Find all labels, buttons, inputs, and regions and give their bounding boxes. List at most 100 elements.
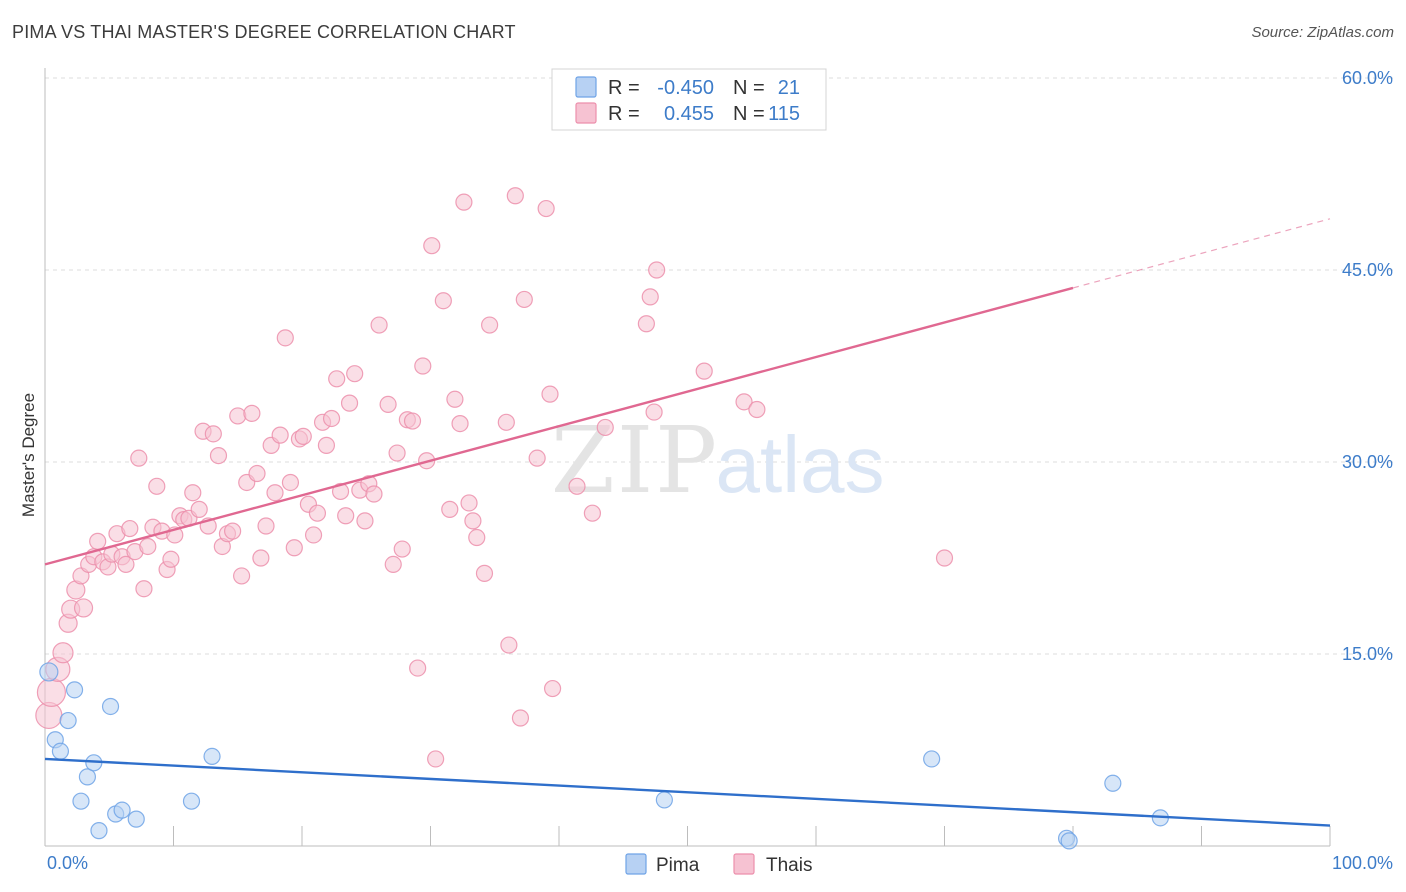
- point-thais-60: [317, 436, 336, 454]
- point-pima-15: [655, 791, 673, 809]
- data-points: [35, 187, 1169, 850]
- point-thais-101: [543, 679, 562, 698]
- legend-box: [551, 68, 827, 131]
- point-pima-5: [72, 792, 90, 810]
- point-thais-82: [427, 750, 445, 768]
- point-thais-64: [337, 507, 355, 525]
- point-thais-79: [414, 357, 432, 375]
- point-pima-18: [1060, 832, 1078, 850]
- y-tick-label-2: 45.0%: [1342, 260, 1393, 280]
- point-thais-27: [162, 550, 180, 568]
- point-thais-63: [331, 482, 350, 501]
- point-thais-112: [935, 549, 954, 567]
- point-thais-99: [537, 199, 555, 218]
- point-thais-62: [328, 370, 346, 388]
- point-thais-22: [139, 537, 157, 556]
- point-pima-8: [90, 822, 108, 840]
- point-pima-13: [182, 792, 201, 810]
- point-pima-19: [1104, 774, 1122, 792]
- series-legend-swatch-pima[interactable]: [625, 853, 647, 875]
- point-thais-55: [294, 427, 312, 445]
- legend-n-label-pima: N =: [733, 77, 765, 99]
- point-thais-41: [229, 407, 247, 425]
- point-pima-0: [39, 662, 59, 682]
- point-thais-42: [233, 567, 251, 585]
- point-thais-98: [528, 449, 546, 467]
- point-thais-95: [506, 187, 524, 205]
- point-pima-14: [203, 747, 221, 766]
- legend-n-value-pima: 21: [778, 77, 800, 99]
- point-pima-6: [78, 768, 97, 786]
- point-thais-65: [340, 394, 359, 412]
- y-tick-label-0: 15.0%: [1342, 644, 1393, 664]
- point-thais-71: [370, 316, 388, 334]
- point-thais-20: [130, 449, 148, 467]
- point-thais-47: [257, 517, 275, 535]
- watermark-zip: ZIP: [551, 407, 719, 514]
- point-thais-85: [446, 390, 464, 408]
- x-tick-label-0: 0.0%: [47, 853, 88, 873]
- legend-r-value-pima: -0.450: [657, 77, 714, 99]
- series-legend-label-pima[interactable]: Pima: [656, 855, 700, 876]
- point-thais-102: [568, 477, 586, 495]
- source-label: Source: ZipAtlas.com: [1251, 24, 1394, 41]
- point-thais-109: [695, 362, 713, 380]
- point-thais-90: [468, 528, 486, 547]
- chart-title: PIMA VS THAI MASTER'S DEGREE CORRELATION…: [12, 22, 516, 42]
- y-tick-labels: 15.0% 30.0% 45.0% 60.0%: [1342, 68, 1393, 664]
- point-thais-75: [393, 540, 411, 558]
- y-tick-label-3: 60.0%: [1342, 68, 1393, 88]
- point-thais-37: [209, 447, 228, 465]
- point-thais-61: [322, 409, 341, 428]
- point-thais-32: [184, 484, 202, 502]
- point-thais-108: [648, 261, 666, 279]
- series-legend-label-thais[interactable]: Thais: [766, 855, 812, 876]
- point-thais-8: [73, 598, 94, 618]
- point-thais-52: [281, 473, 300, 492]
- grid-lines: [45, 77, 1393, 655]
- point-thais-74: [388, 444, 406, 462]
- point-thais-21: [135, 580, 153, 598]
- watermark: ZIP atlas: [551, 407, 885, 514]
- point-thais-3: [52, 642, 74, 664]
- point-thais-106: [641, 288, 659, 306]
- series-legend: Pima Thais: [625, 853, 812, 876]
- point-thais-86: [451, 415, 469, 433]
- point-thais-66: [346, 365, 364, 383]
- point-thais-111: [748, 400, 766, 419]
- legend-r-value-thais: 0.455: [664, 103, 714, 125]
- point-thais-88: [460, 494, 478, 512]
- point-thais-77: [403, 412, 422, 430]
- point-thais-97: [515, 290, 533, 309]
- point-thais-83: [434, 292, 452, 310]
- point-thais-105: [637, 315, 655, 333]
- series-legend-swatch-thais[interactable]: [733, 853, 755, 875]
- point-thais-81: [423, 237, 441, 255]
- point-pima-11: [113, 801, 131, 819]
- point-thais-51: [276, 329, 294, 347]
- point-pima-16: [923, 750, 941, 768]
- point-thais-57: [304, 526, 323, 544]
- point-thais-70: [365, 485, 383, 503]
- point-thais-46: [252, 549, 270, 567]
- point-thais-92: [481, 316, 499, 334]
- point-thais-107: [645, 403, 663, 421]
- point-thais-110: [735, 393, 753, 411]
- trend-line-thais: [44, 286, 1074, 566]
- point-thais-96: [511, 709, 530, 727]
- point-thais-33: [190, 500, 208, 518]
- trend-line-extension-thais: [1072, 218, 1331, 289]
- point-thais-87: [455, 193, 473, 211]
- legend-n-value-thais: 115: [768, 103, 800, 125]
- point-thais-44: [243, 404, 261, 422]
- point-thais-84: [441, 500, 459, 518]
- point-thais-72: [379, 395, 397, 413]
- legend-r-label-pima: R =: [608, 77, 640, 99]
- point-thais-68: [356, 512, 374, 530]
- point-pima-12: [127, 810, 145, 828]
- point-pima-9: [101, 697, 120, 716]
- legend-swatch-pima: [575, 76, 597, 98]
- point-thais-100: [541, 385, 559, 403]
- point-thais-45: [248, 464, 266, 483]
